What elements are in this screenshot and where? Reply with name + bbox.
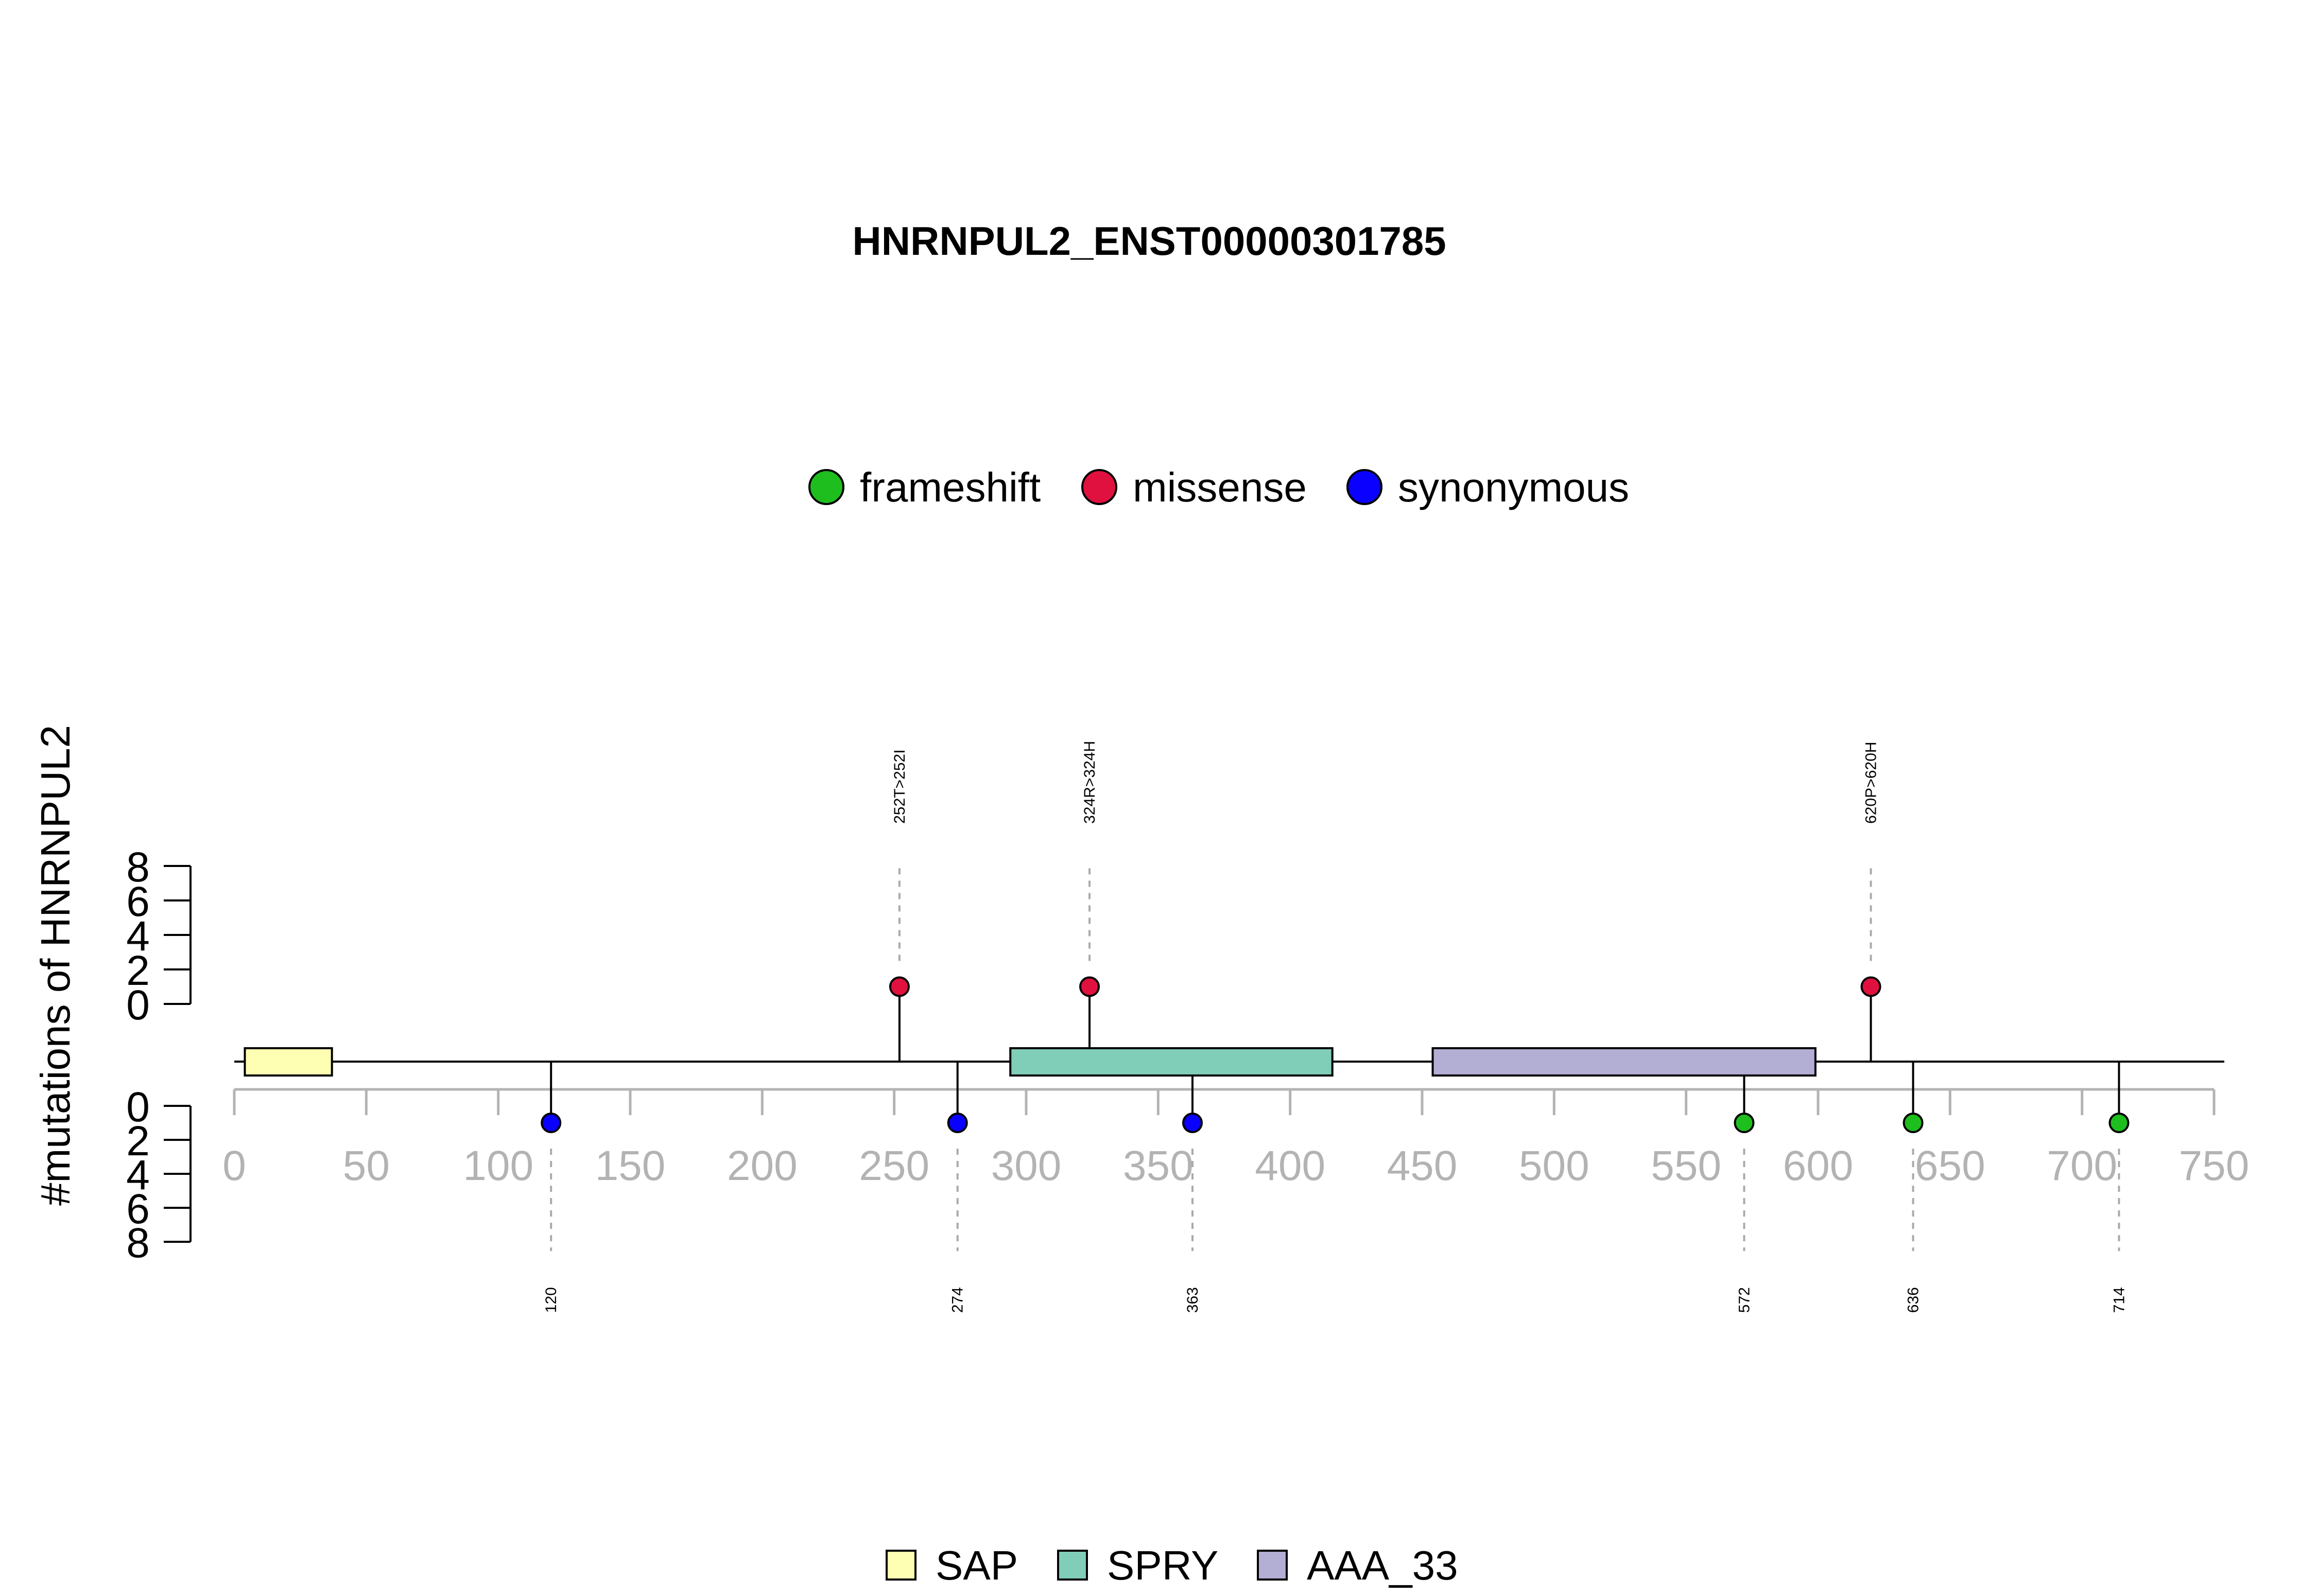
mutation-label: 120 xyxy=(543,1287,560,1313)
mutation-stems: 252T>252I 324R>324H 620P>620H 120 274 363 572 6… xyxy=(543,741,2128,1313)
x-axis-tick-label: 100 xyxy=(463,1142,533,1189)
y-axis-bottom-tick-label: 6 xyxy=(126,1186,150,1233)
x-axis-tick-label: 400 xyxy=(1255,1142,1325,1189)
legend-marker-frameshift xyxy=(808,469,844,505)
mutation-label: 620P>620H xyxy=(1863,742,1880,824)
legend-label-missense: missense xyxy=(1133,464,1307,510)
y-axis-top-tick-label: 4 xyxy=(126,913,150,960)
y-axis-top-tick-label: 8 xyxy=(126,844,150,891)
mutation-label: 572 xyxy=(1736,1287,1753,1313)
y-axis-bottom-tick-label: 0 xyxy=(126,1084,150,1131)
mutation-point-missense xyxy=(1079,976,1100,997)
x-axis-tick-label: 700 xyxy=(2047,1142,2117,1189)
mutation-point-synonymous xyxy=(1182,1113,1203,1133)
legend-label-AAA_33: AAA_33 xyxy=(1307,1542,1458,1588)
mutation-point-synonymous xyxy=(541,1113,562,1133)
x-axis: 0 50 100 150 200 250 300 350 400 450 500 550 600 650 7… xyxy=(222,1088,2250,1189)
mutation-label: 274 xyxy=(949,1287,966,1313)
y-axis-bottom-tick-label: 4 xyxy=(126,1152,150,1199)
mutation-points xyxy=(541,976,2130,1133)
legend-swatch-AAA_33 xyxy=(1257,1550,1288,1581)
domain-AAA_33 xyxy=(1431,1047,1817,1077)
x-axis-tick-label: 600 xyxy=(1783,1142,1854,1189)
x-axis-tick-label: 0 xyxy=(222,1142,246,1189)
legend-label-frameshift: frameshift xyxy=(860,464,1041,510)
domain-legend: SAP SPRY AAA_33 xyxy=(886,1542,1458,1588)
legend-label-SAP: SAP xyxy=(936,1542,1018,1588)
legend-swatch-SPRY xyxy=(1057,1550,1088,1581)
legend-label-SPRY: SPRY xyxy=(1107,1542,1218,1588)
x-axis-tick-label: 750 xyxy=(2179,1142,2250,1189)
mutation-label: 324R>324H xyxy=(1081,741,1098,824)
legend-marker-missense xyxy=(1081,469,1117,505)
x-axis-tick-label: 300 xyxy=(991,1142,1062,1189)
mutation-point-frameshift xyxy=(2108,1113,2130,1133)
y-axis-top-tick-label: 6 xyxy=(126,878,150,925)
mutation-point-frameshift xyxy=(1903,1113,1924,1133)
domain-SAP xyxy=(244,1047,333,1077)
mutation-point-missense xyxy=(889,976,910,997)
domain-SPRY xyxy=(1009,1047,1334,1077)
chart-title: HNRNPUL2_ENST00000301785 xyxy=(852,218,1446,264)
legend-label-synonymous: synonymous xyxy=(1398,464,1629,510)
y-axis-top-tick-label: 2 xyxy=(126,947,150,994)
y-axis-top-tick-label: 0 xyxy=(126,982,150,1029)
mutation-point-synonymous xyxy=(947,1113,968,1133)
legend-marker-synonymous xyxy=(1346,469,1382,505)
y-axis-bottom-tick-label: 8 xyxy=(126,1220,150,1267)
x-axis-tick-label: 150 xyxy=(595,1142,666,1189)
mutation-legend: frameshift missense synonymous xyxy=(808,464,1629,510)
x-axis-tick-label: 250 xyxy=(859,1142,929,1189)
x-axis-tick-label: 500 xyxy=(1519,1142,1589,1189)
mutation-label: 714 xyxy=(2111,1287,2128,1313)
mutation-label: 363 xyxy=(1184,1287,1201,1313)
protein-domains xyxy=(244,1047,1817,1077)
x-axis-tick-label: 550 xyxy=(1651,1142,1721,1189)
y-axis-bottom-tick-label: 2 xyxy=(126,1118,150,1165)
mutation-label: 636 xyxy=(1905,1287,1922,1313)
x-axis-tick-label: 650 xyxy=(1915,1142,1985,1189)
x-axis-tick-label: 350 xyxy=(1123,1142,1194,1189)
mutation-point-missense xyxy=(1860,976,1881,997)
x-axis-tick-label: 50 xyxy=(343,1142,390,1189)
x-axis-tick-label: 450 xyxy=(1387,1142,1458,1189)
mutation-point-frameshift xyxy=(1734,1113,1755,1133)
x-axis-tick-label: 200 xyxy=(727,1142,798,1189)
legend-swatch-SAP xyxy=(886,1550,917,1581)
mutation-label: 252T>252I xyxy=(891,750,908,824)
y-axis-label: #mutations of HNRNPUL2 xyxy=(32,725,78,1206)
